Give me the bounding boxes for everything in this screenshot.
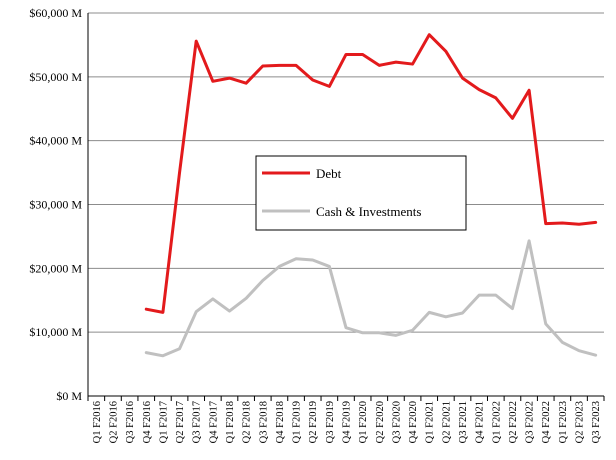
x-tick-label: Q4 F2019 — [342, 401, 353, 443]
legend: Debt Cash & Investments — [255, 155, 467, 231]
x-tick-label: Q4 F2017 — [208, 401, 219, 443]
x-tick-label: Q1 F2019 — [292, 401, 303, 443]
x-tick-label: Q4 F2020 — [408, 401, 419, 443]
x-tick-label: Q2 F2023 — [575, 401, 586, 443]
x-tick-label: Q2 F2021 — [441, 401, 452, 443]
x-tick-label: Q3 F2017 — [192, 401, 203, 443]
y-tick-label: $50,000 M — [29, 70, 82, 84]
x-tick-label: Q2 F2017 — [175, 401, 186, 443]
x-tick-label: Q1 F2021 — [425, 401, 436, 443]
x-tick-label: Q4 F2016 — [142, 401, 153, 443]
y-tick-label: $10,000 M — [29, 325, 82, 339]
x-tick-label: Q2 F2020 — [375, 401, 386, 443]
x-tick-label: Q1 F2023 — [558, 401, 569, 443]
x-tick-label: Q4 F2022 — [541, 401, 552, 443]
y-tick-label: $40,000 M — [29, 134, 82, 148]
y-tick-label: $20,000 M — [29, 261, 82, 275]
x-tick-label: Q1 F2020 — [358, 401, 369, 443]
x-tick-label: Q1 F2016 — [92, 401, 103, 443]
x-axis: Q1 F2016 Q2 F2016 Q3 F2016 Q4 F2016 Q1 F2017… — [87, 396, 605, 443]
x-tick-label: Q3 F2020 — [391, 401, 402, 443]
x-tick-label: Q3 F2022 — [525, 401, 536, 443]
x-tick-label: Q3 F2021 — [458, 401, 469, 443]
legend-box — [255, 155, 467, 231]
x-tick-label: Q3 F2023 — [591, 401, 602, 443]
x-tick-label: Q3 F2018 — [258, 401, 269, 443]
legend-label-debt: Debt — [316, 166, 342, 181]
x-tick-label: Q4 F2018 — [275, 401, 286, 443]
series-line-debt — [144, 33, 598, 314]
x-tick-label: Q2 F2016 — [108, 401, 119, 443]
x-tick-label: Q3 F2016 — [125, 401, 136, 443]
x-tick-label: Q2 F2022 — [508, 401, 519, 443]
x-tick-label: Q2 F2019 — [308, 401, 319, 443]
y-tick-label: $0 M — [56, 389, 82, 403]
legend-label-cash-investments: Cash & Investments — [316, 204, 421, 219]
x-tick-label: Q1 F2017 — [158, 401, 169, 443]
y-tick-label: $60,000 M — [29, 6, 82, 20]
x-tick-label: Q2 F2018 — [242, 401, 253, 443]
x-tick-label: Q4 F2021 — [475, 401, 486, 443]
x-tick-label: Q3 F2019 — [325, 401, 336, 443]
x-tick-label: Q1 F2018 — [225, 401, 236, 443]
y-tick-label: $30,000 M — [29, 198, 82, 212]
x-tick-label: Q1 F2022 — [491, 401, 502, 443]
horizontal-gridlines — [88, 12, 604, 397]
y-axis: $0 M $10,000 M $20,000 M $30,000 M $40,000 M… — [29, 6, 89, 403]
series-lines — [144, 33, 598, 358]
series-line-cash-investments — [144, 239, 598, 358]
